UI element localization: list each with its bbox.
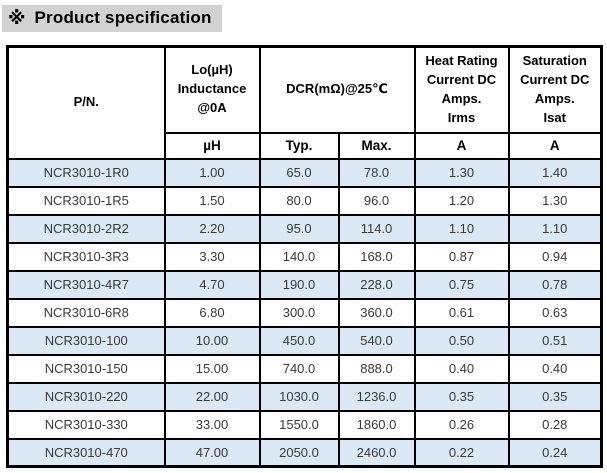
cell-inductance: 3.30: [163, 241, 261, 272]
table-row: NCR3010-330 33.00 1550.0 1860.0 0.26 0.28: [6, 409, 603, 440]
cell-irms: 1.20: [413, 185, 510, 216]
table-row: NCR3010-100 10.00 450.0 540.0 0.50 0.51: [6, 325, 603, 356]
unit-inductance: µH: [163, 131, 261, 160]
table-row: NCR3010-1R0 1.00 65.0 78.0 1.30 1.40: [6, 157, 603, 188]
spec-table-body: NCR3010-1R0 1.00 65.0 78.0 1.30 1.40 NCR3010-1…: [6, 157, 603, 468]
cell-isat: 1.30: [507, 185, 603, 216]
cell-irms: 0.35: [413, 381, 510, 412]
cell-dcr-typ: 65.0: [258, 157, 340, 188]
cell-inductance: 2.20: [163, 213, 261, 244]
cell-isat: 0.28: [507, 409, 603, 440]
spec-table-header: P/N. Lo(µH) Inductance @0A DCR(mΩ)@25℃ H…: [6, 45, 603, 160]
cell-dcr-typ: 2050.0: [258, 437, 340, 468]
cell-inductance: 6.80: [163, 297, 261, 328]
cell-dcr-max: 78.0: [337, 157, 416, 188]
cell-isat: 0.78: [507, 269, 603, 300]
cell-dcr-max: 888.0: [337, 353, 416, 384]
section-title: ※ Product specification: [2, 5, 222, 32]
cell-dcr-typ: 300.0: [258, 297, 340, 328]
cell-inductance: 33.00: [163, 409, 261, 440]
cell-inductance: 1.50: [163, 185, 261, 216]
cell-irms: 0.61: [413, 297, 510, 328]
cell-part-number: NCR3010-100: [6, 325, 166, 356]
cell-isat: 0.40: [507, 353, 603, 384]
table-row: NCR3010-6R8 6.80 300.0 360.0 0.61 0.63: [6, 297, 603, 328]
unit-isat: A: [507, 131, 603, 160]
table-row: NCR3010-470 47.00 2050.0 2460.0 0.22 0.24: [6, 437, 603, 468]
cell-irms: 1.10: [413, 213, 510, 244]
cell-dcr-max: 168.0: [337, 241, 416, 272]
cell-dcr-typ: 1550.0: [258, 409, 340, 440]
table-row: NCR3010-2R2 2.20 95.0 114.0 1.10 1.10: [6, 213, 603, 244]
cell-dcr-max: 1860.0: [337, 409, 416, 440]
cell-irms: 0.40: [413, 353, 510, 384]
header-dcr: DCR(mΩ)@25℃: [258, 45, 416, 134]
table-row: NCR3010-150 15.00 740.0 888.0 0.40 0.40: [6, 353, 603, 384]
cell-dcr-max: 96.0: [337, 185, 416, 216]
header-inductance: Lo(µH) Inductance @0A: [163, 45, 261, 134]
cell-inductance: 22.00: [163, 381, 261, 412]
cell-irms: 0.22: [413, 437, 510, 468]
cell-part-number: NCR3010-150: [6, 353, 166, 384]
cell-part-number: NCR3010-220: [6, 381, 166, 412]
table-row: NCR3010-220 22.00 1030.0 1236.0 0.35 0.35: [6, 381, 603, 412]
cell-dcr-max: 2460.0: [337, 437, 416, 468]
cell-dcr-max: 360.0: [337, 297, 416, 328]
table-row: NCR3010-1R5 1.50 80.0 96.0 1.20 1.30: [6, 185, 603, 216]
cell-inductance: 10.00: [163, 325, 261, 356]
header-row-units: µH Typ. Max. A A: [8, 131, 603, 160]
table-row: NCR3010-3R3 3.30 140.0 168.0 0.87 0.94: [6, 241, 603, 272]
cell-isat: 0.94: [507, 241, 603, 272]
cell-inductance: 15.00: [163, 353, 261, 384]
cell-inductance: 1.00: [163, 157, 261, 188]
cell-part-number: NCR3010-470: [6, 437, 166, 468]
cell-inductance: 4.70: [163, 269, 261, 300]
reference-mark-icon: ※: [8, 8, 26, 28]
cell-dcr-typ: 190.0: [258, 269, 340, 300]
cell-dcr-typ: 450.0: [258, 325, 340, 356]
header-row-main: P/N. Lo(µH) Inductance @0A DCR(mΩ)@25℃ H…: [6, 45, 603, 160]
cell-isat: 0.35: [507, 381, 603, 412]
cell-dcr-max: 114.0: [337, 213, 416, 244]
cell-dcr-typ: 1030.0: [258, 381, 340, 412]
cell-part-number: NCR3010-1R5: [6, 185, 166, 216]
cell-irms: 0.87: [413, 241, 510, 272]
cell-dcr-max: 228.0: [337, 269, 416, 300]
cell-part-number: NCR3010-4R7: [6, 269, 166, 300]
cell-isat: 0.63: [507, 297, 603, 328]
cell-irms: 1.30: [413, 157, 510, 188]
cell-isat: 0.24: [507, 437, 603, 468]
cell-inductance: 47.00: [163, 437, 261, 468]
cell-part-number: NCR3010-6R8: [6, 297, 166, 328]
cell-irms: 0.75: [413, 269, 510, 300]
cell-isat: 1.40: [507, 157, 603, 188]
cell-part-number: NCR3010-3R3: [6, 241, 166, 272]
cell-isat: 1.10: [507, 213, 603, 244]
unit-dcr-typ: Typ.: [258, 131, 340, 160]
cell-irms: 0.26: [413, 409, 510, 440]
cell-part-number: NCR3010-330: [6, 409, 166, 440]
section-title-text: Product specification: [34, 8, 212, 27]
cell-part-number: NCR3010-2R2: [6, 213, 166, 244]
cell-dcr-typ: 140.0: [258, 241, 340, 272]
unit-irms: A: [413, 131, 510, 160]
cell-dcr-typ: 740.0: [258, 353, 340, 384]
cell-dcr-max: 1236.0: [337, 381, 416, 412]
header-heat-rating: Heat Rating Current DC Amps. Irms: [413, 45, 510, 134]
header-saturation: Saturation Current DC Amps. Isat: [507, 45, 603, 134]
cell-dcr-typ: 80.0: [258, 185, 340, 216]
cell-dcr-typ: 95.0: [258, 213, 340, 244]
cell-part-number: NCR3010-1R0: [6, 157, 166, 188]
unit-dcr-max: Max.: [337, 131, 416, 160]
header-pn: P/N.: [6, 45, 166, 160]
spec-table: P/N. Lo(µH) Inductance @0A DCR(mΩ)@25℃ H…: [6, 45, 603, 468]
cell-dcr-max: 540.0: [337, 325, 416, 356]
table-row: NCR3010-4R7 4.70 190.0 228.0 0.75 0.78: [6, 269, 603, 300]
cell-isat: 0.51: [507, 325, 603, 356]
cell-irms: 0.50: [413, 325, 510, 356]
